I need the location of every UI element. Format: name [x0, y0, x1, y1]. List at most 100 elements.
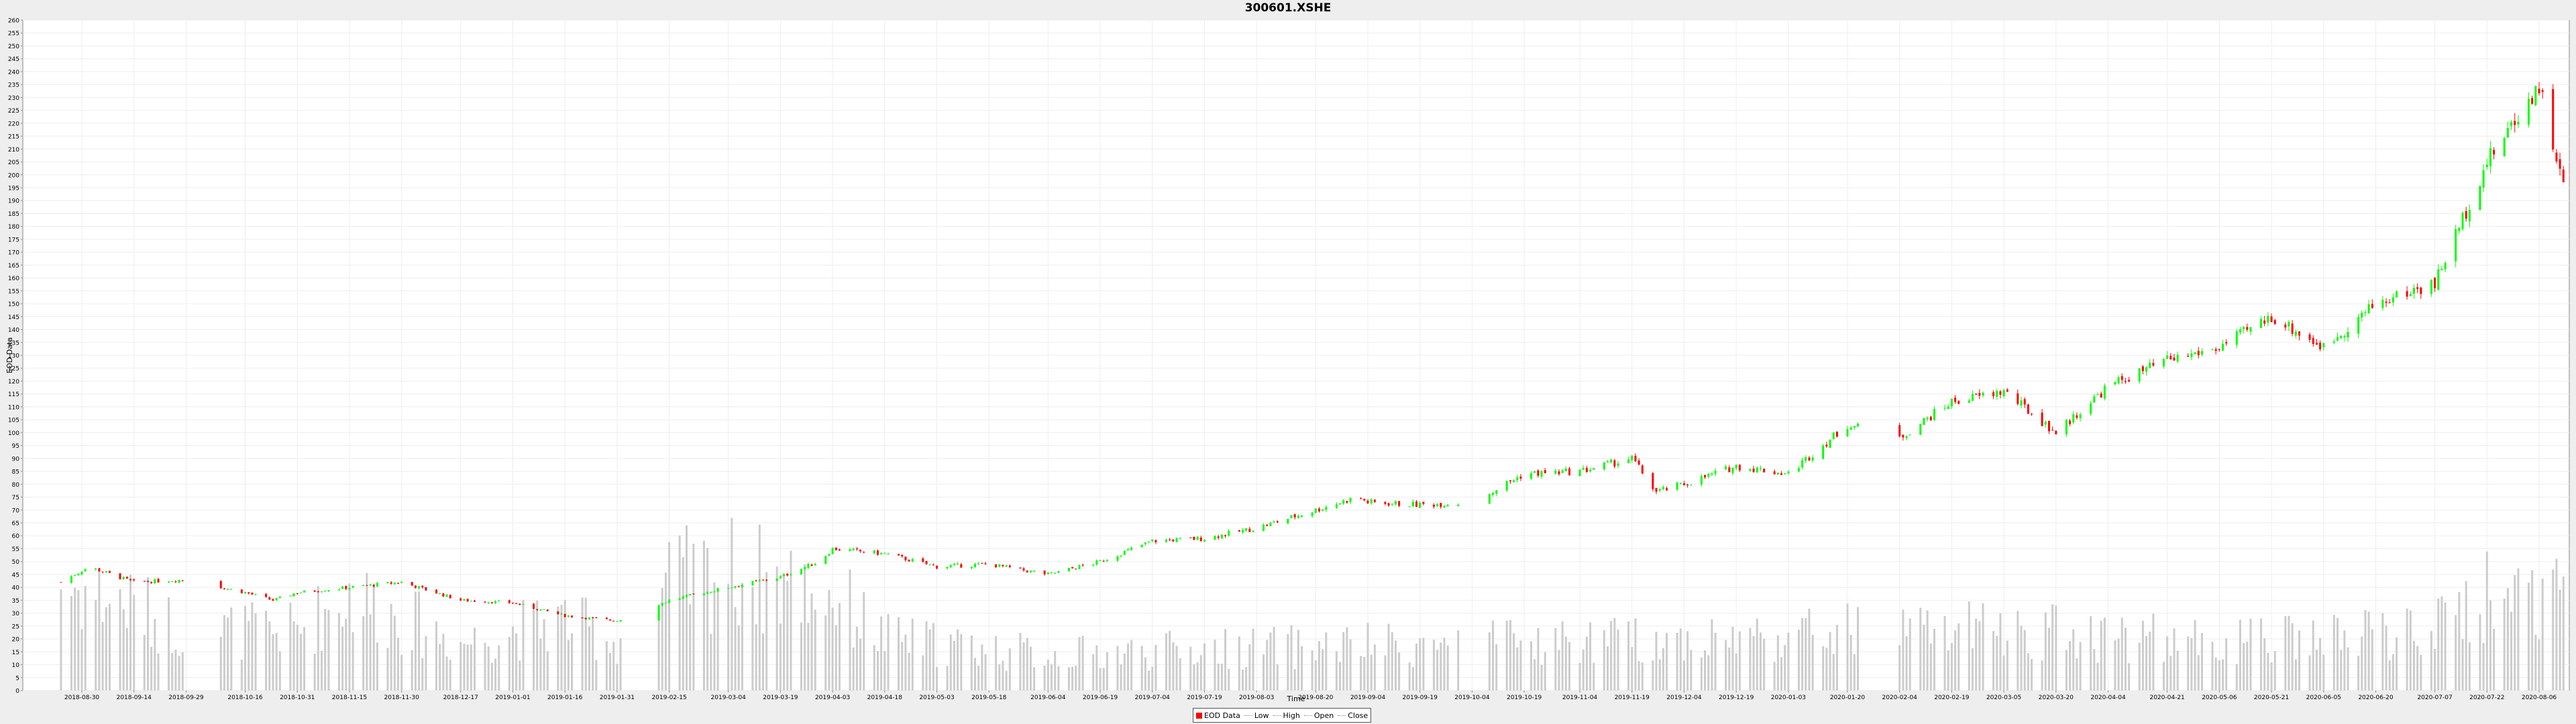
candle-body: [1290, 515, 1293, 519]
candle-body: [449, 595, 451, 599]
volume-bar: [1245, 667, 1248, 690]
candle: [904, 556, 907, 562]
candle-body: [1947, 406, 1949, 410]
candle-body: [125, 577, 128, 579]
candle-body: [1175, 538, 1178, 542]
volume-bar: [248, 621, 250, 690]
candle-body: [1196, 536, 1199, 540]
candle: [1829, 439, 1831, 448]
x-tick-label: 2018-09-14: [117, 695, 152, 701]
candle-body: [1297, 516, 1299, 518]
candle: [664, 602, 667, 603]
volume-bar: [396, 638, 399, 690]
candle: [2364, 310, 2367, 317]
volume-bar: [737, 625, 740, 690]
volume-bar: [1384, 655, 1387, 690]
x-tick-label: 2019-05-18: [971, 695, 1007, 701]
candle-body: [1537, 470, 1540, 476]
candle: [970, 566, 973, 570]
candle-body: [925, 560, 928, 564]
candle: [2149, 359, 2151, 369]
volume-bar: [2416, 646, 2419, 690]
candle: [998, 564, 1001, 568]
candle: [1318, 507, 1320, 513]
candle-body: [686, 595, 688, 597]
candle: [710, 591, 712, 593]
candle: [248, 592, 250, 595]
volume-bar: [536, 600, 539, 690]
candle: [2197, 347, 2200, 359]
candle-body: [1933, 409, 1935, 420]
candle: [1704, 475, 1707, 479]
candle-body: [2288, 322, 2290, 326]
candle-body: [546, 609, 549, 611]
candle: [1266, 524, 1269, 526]
candle: [800, 568, 802, 575]
candle: [2263, 316, 2266, 326]
candle-body: [1102, 560, 1105, 562]
candle: [157, 577, 160, 583]
x-tick-label: 2019-02-15: [651, 695, 686, 701]
candle-body: [98, 568, 101, 572]
candle-body: [1311, 512, 1313, 516]
volume-bar: [2503, 598, 2506, 690]
volume-bar: [1175, 646, 1178, 690]
volume-bar: [1797, 629, 1800, 690]
volume-bar: [1269, 632, 1272, 690]
candle-body: [1126, 549, 1129, 550]
y-tick-label: 50: [12, 559, 20, 566]
candle: [1509, 479, 1511, 484]
candle-body: [2430, 280, 2432, 294]
candle: [1992, 389, 1995, 400]
volume-bar: [804, 564, 806, 690]
candle-body: [1488, 493, 1491, 504]
candle: [2406, 286, 2408, 300]
candle: [60, 582, 62, 583]
candle-body: [2458, 227, 2461, 231]
volume-bar: [1106, 652, 1108, 690]
candle: [863, 551, 865, 554]
candle-body: [74, 575, 76, 577]
x-tick-label: 2020-04-04: [2090, 695, 2126, 701]
volume-bar: [265, 610, 268, 690]
y-tick-label: 10: [12, 662, 20, 669]
volume-bar: [1704, 650, 1707, 690]
volume-bar: [1419, 638, 1421, 690]
candle-body: [1057, 570, 1060, 573]
candle: [396, 582, 399, 585]
candle: [668, 599, 671, 604]
volume-bar: [1335, 651, 1338, 690]
candle-body: [2308, 334, 2311, 340]
candle: [2555, 149, 2558, 164]
candle: [341, 585, 344, 589]
y-tick-label: 170: [8, 250, 19, 257]
candle-body: [1849, 427, 1852, 430]
volume-bar: [1314, 660, 1317, 690]
y-tick-label: 225: [8, 108, 19, 115]
candle: [1339, 503, 1342, 505]
legend-label-close: Close: [1348, 711, 1368, 720]
candle: [2396, 290, 2398, 298]
candle: [1923, 417, 1925, 425]
candle: [908, 559, 910, 562]
candle: [2044, 420, 2047, 428]
candle: [1638, 458, 1640, 466]
candle-body: [146, 581, 149, 583]
candle: [2409, 292, 2412, 297]
candle: [1033, 570, 1036, 572]
y-axis-label: EOD Data: [5, 337, 14, 373]
candle-body: [2332, 341, 2335, 343]
candle-body: [168, 581, 170, 583]
candle-body: [473, 600, 476, 602]
volume-bar: [751, 587, 754, 690]
candle: [2534, 85, 2537, 107]
volume-bar: [761, 634, 764, 690]
volume-bar: [70, 596, 72, 690]
candle: [2041, 409, 2043, 427]
volume-bar: [1432, 640, 1435, 690]
y-tick-label: 195: [8, 186, 19, 192]
candle: [901, 554, 904, 558]
candle-body: [2041, 412, 2043, 426]
candle: [1005, 564, 1008, 567]
candle: [1008, 564, 1011, 568]
